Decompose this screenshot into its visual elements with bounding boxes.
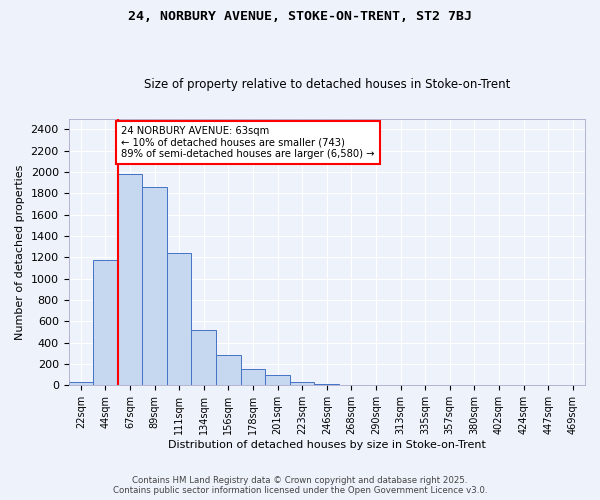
Text: Contains HM Land Registry data © Crown copyright and database right 2025.
Contai: Contains HM Land Registry data © Crown c…	[113, 476, 487, 495]
Text: 24, NORBURY AVENUE, STOKE-ON-TRENT, ST2 7BJ: 24, NORBURY AVENUE, STOKE-ON-TRENT, ST2 …	[128, 10, 472, 23]
Bar	[339, 385, 364, 386]
Bar	[265, 375, 290, 386]
Bar	[167, 253, 191, 386]
Bar	[68, 382, 93, 386]
Bar	[290, 382, 314, 386]
Bar	[118, 174, 142, 386]
Bar	[93, 260, 118, 386]
Bar	[191, 330, 216, 386]
Text: 24 NORBURY AVENUE: 63sqm
← 10% of detached houses are smaller (743)
89% of semi-: 24 NORBURY AVENUE: 63sqm ← 10% of detach…	[121, 126, 375, 159]
Bar	[314, 384, 339, 386]
Bar	[241, 370, 265, 386]
Title: Size of property relative to detached houses in Stoke-on-Trent: Size of property relative to detached ho…	[143, 78, 510, 91]
Bar	[142, 187, 167, 386]
Y-axis label: Number of detached properties: Number of detached properties	[15, 164, 25, 340]
X-axis label: Distribution of detached houses by size in Stoke-on-Trent: Distribution of detached houses by size …	[168, 440, 486, 450]
Bar	[216, 356, 241, 386]
